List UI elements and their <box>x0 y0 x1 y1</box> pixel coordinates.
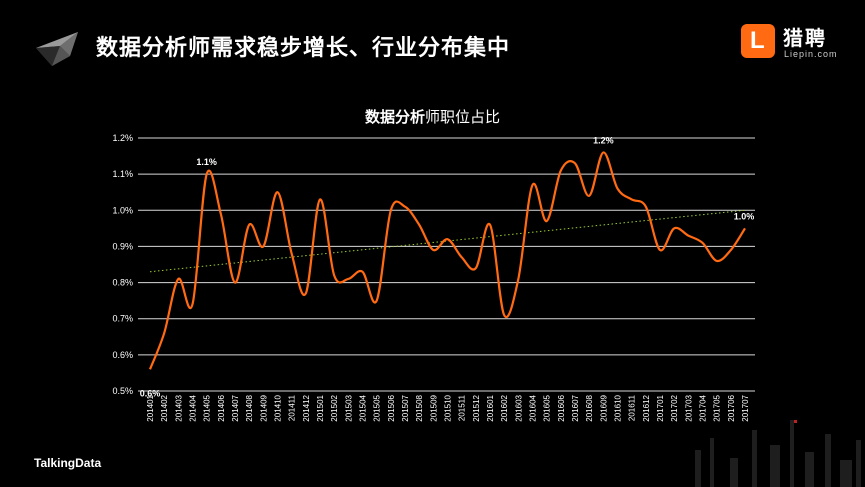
x-tick-label: 201502 <box>330 394 339 421</box>
x-tick-label: 201501 <box>316 394 325 421</box>
x-tick-label: 201510 <box>444 394 453 421</box>
x-tick-label: 201707 <box>741 394 750 421</box>
x-tick-label: 201512 <box>472 394 481 421</box>
x-tick-label: 201612 <box>642 394 651 421</box>
data-label: 1.2% <box>593 135 614 145</box>
y-tick-label: 0.6% <box>112 350 133 360</box>
x-tick-label: 201508 <box>415 394 424 421</box>
x-tick-label: 201705 <box>713 394 722 421</box>
data-label: 1.1% <box>196 157 217 167</box>
city-skyline-decoration <box>695 420 861 487</box>
x-tick-label: 201606 <box>557 394 566 421</box>
x-tick-label: 201611 <box>628 394 637 421</box>
x-tick-label: 201604 <box>529 394 538 421</box>
x-tick-label: 201608 <box>585 394 594 421</box>
y-tick-label: 0.9% <box>112 241 133 251</box>
x-tick-label: 201702 <box>670 394 679 421</box>
x-tick-label: 201706 <box>727 394 736 421</box>
footer-brand: TalkingData <box>34 456 102 470</box>
series-line <box>148 151 746 370</box>
x-tick-label: 201408 <box>245 394 254 421</box>
y-tick-label: 0.5% <box>112 386 133 396</box>
x-tick-label: 201507 <box>401 394 410 421</box>
x-tick-label: 201610 <box>614 394 623 421</box>
x-tick-label: 201403 <box>174 394 183 421</box>
y-tick-label: 0.7% <box>112 314 133 324</box>
x-tick-label: 201607 <box>571 394 580 421</box>
x-tick-label: 201406 <box>217 394 226 421</box>
chart-title: 数据分析师职位占比 <box>0 106 865 127</box>
liepin-badge-letter: L <box>750 27 765 54</box>
x-tick-label: 201601 <box>486 394 495 421</box>
x-tick-label: 201407 <box>231 394 240 421</box>
x-tick-label: 201603 <box>514 394 523 421</box>
chart-title-rest: 师职位占比 <box>425 108 501 126</box>
liepin-badge-icon: L <box>741 24 775 58</box>
y-tick-label: 1.1% <box>112 169 133 179</box>
page-title: 数据分析师需求稳步增长、行业分布集中 <box>96 36 511 61</box>
x-tick-label: 201401 <box>146 394 155 421</box>
data-label: 1.0% <box>734 211 755 221</box>
y-tick-label: 1.0% <box>112 205 133 215</box>
chart-title-bold: 数据分析 <box>364 108 425 126</box>
x-tick-label: 201405 <box>203 394 212 421</box>
liepin-logo: L 猎聘 Liepin.com <box>741 22 851 66</box>
x-tick-label: 201410 <box>274 394 283 421</box>
x-tick-label: 201703 <box>684 394 693 421</box>
x-tick-label: 201404 <box>189 394 198 421</box>
x-tick-label: 201503 <box>344 394 353 421</box>
x-tick-label: 201506 <box>387 394 396 421</box>
talkingdata-crystal-icon <box>36 32 78 66</box>
x-tick-label: 201605 <box>543 394 552 421</box>
liepin-brand-url: Liepin.com <box>784 49 838 59</box>
x-tick-label: 201509 <box>429 394 438 421</box>
y-tick-label: 1.2% <box>112 133 133 143</box>
x-tick-label: 201602 <box>500 394 509 421</box>
x-tick-label: 201511 <box>458 394 467 421</box>
x-tick-label: 201411 <box>288 394 297 421</box>
x-tick-label: 201704 <box>699 394 708 421</box>
x-tick-label: 201701 <box>656 394 665 421</box>
liepin-brand-name: 猎聘 <box>783 26 827 50</box>
y-tick-label: 0.8% <box>112 278 133 288</box>
x-tick-label: 201505 <box>373 394 382 421</box>
x-tick-label: 201402 <box>160 394 169 421</box>
x-tick-label: 201409 <box>259 394 268 421</box>
x-tick-label: 201504 <box>359 394 368 421</box>
data-label: 0.6% <box>140 388 161 398</box>
x-tick-label: 201609 <box>599 394 608 421</box>
x-tick-label: 201412 <box>302 394 311 421</box>
